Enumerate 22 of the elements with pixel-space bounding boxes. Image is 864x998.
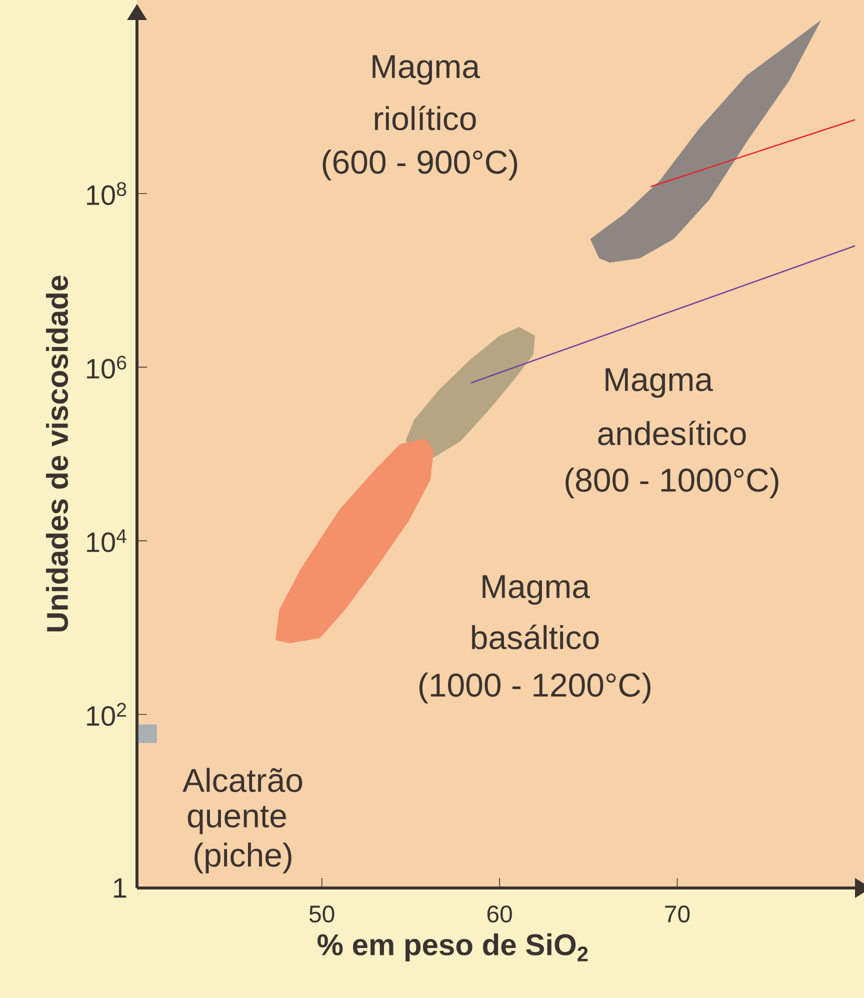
annotation: Alcatrão <box>182 768 302 792</box>
y-tick-label: 10$^{4}$ <box>87 529 126 552</box>
annotation: basáltico <box>472 624 599 650</box>
x-axis-title: % em peso de SiO$_{2}$ <box>318 933 588 962</box>
annotation: (piche) <box>194 842 292 874</box>
y-tick-label: 10$^{2}$ <box>87 702 126 726</box>
x-tick-label: 50 <box>309 906 334 923</box>
annotation: Magma <box>372 55 480 85</box>
annotation: andesítico <box>598 420 746 446</box>
annotation: Magma <box>482 575 590 605</box>
y-tick-label: 10$^{8}$ <box>87 182 126 206</box>
x-tick-label: 60 <box>487 906 512 923</box>
annotation: (1000 - 1200°C) <box>419 672 650 704</box>
annotation: riolítico <box>374 106 476 130</box>
x-tick-label: 70 <box>665 906 690 923</box>
annotation: Magma <box>606 368 713 398</box>
annotation: (800 - 1000°C) <box>566 468 778 498</box>
annotation: quente <box>188 806 286 834</box>
y-tick-label: 10$^{6}$ <box>87 356 126 379</box>
y-axis-title: Unidades de viscosidade <box>46 276 68 632</box>
annotation: (600 - 900°C) <box>322 150 518 180</box>
y-tick-label: 1 <box>114 878 126 898</box>
